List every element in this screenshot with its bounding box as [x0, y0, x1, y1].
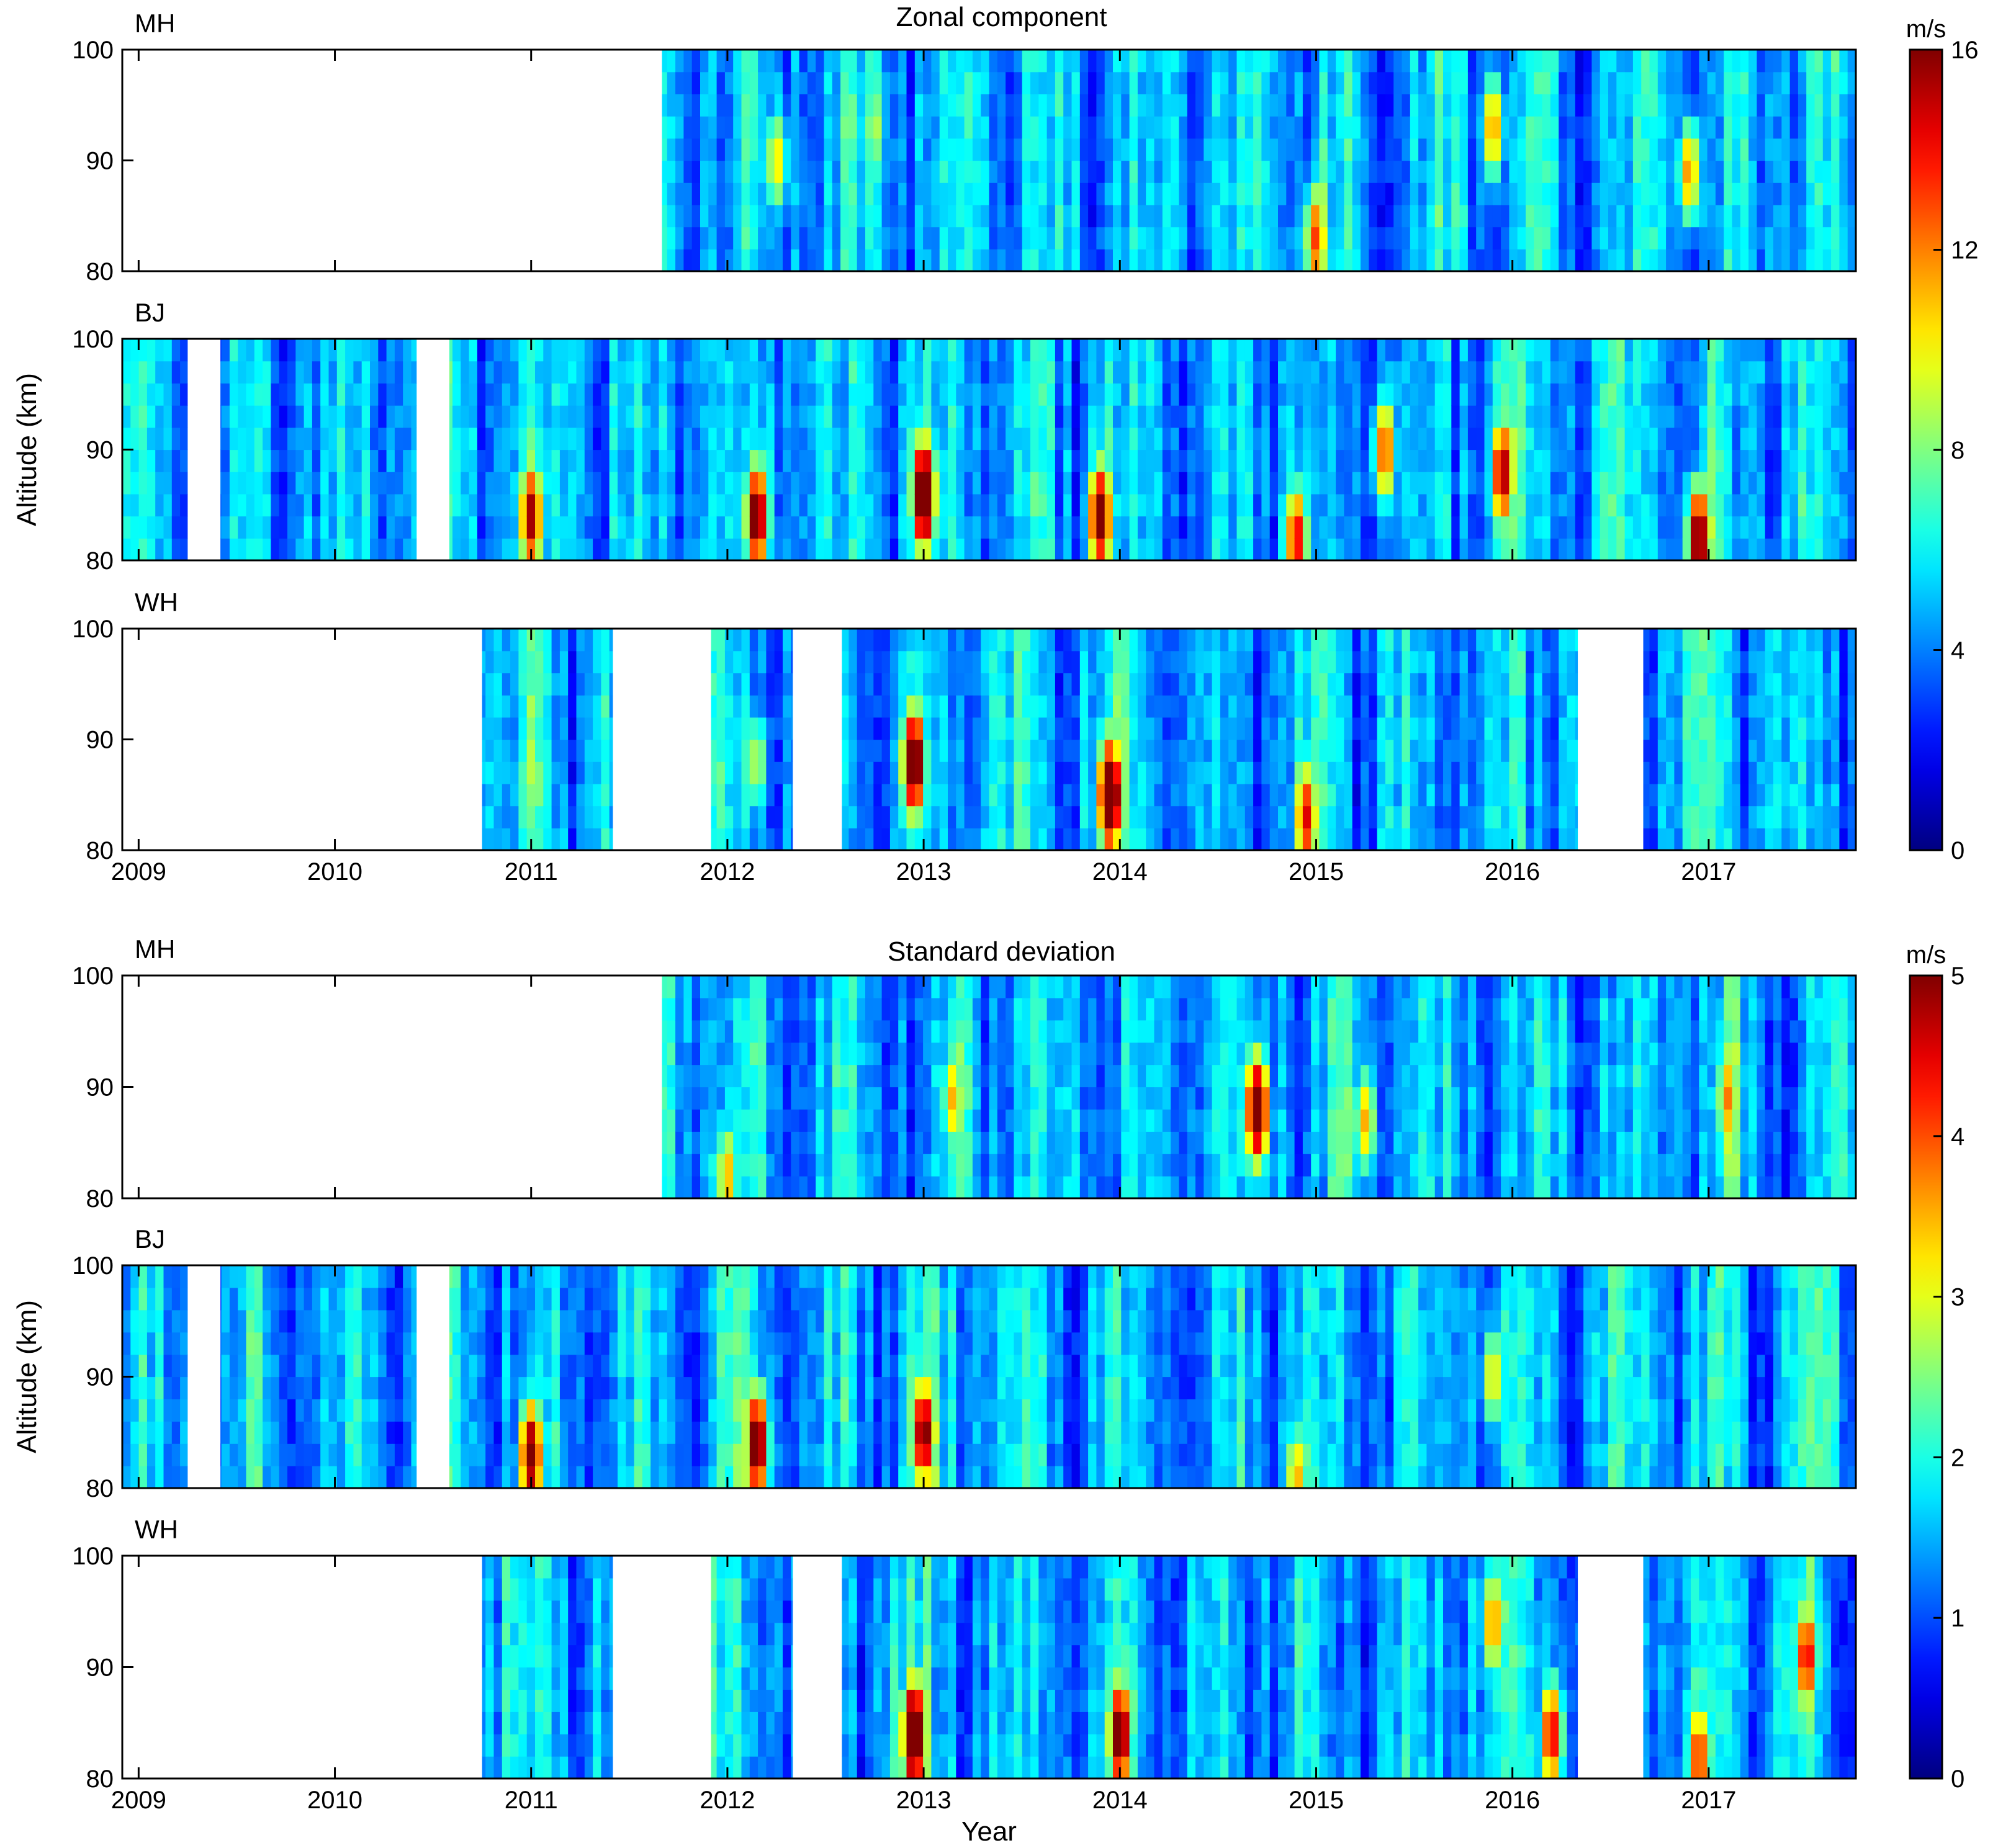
x-tick-label: 2014 — [1092, 858, 1148, 886]
x-tick-label: 2016 — [1485, 1787, 1540, 1814]
y-tick-label: 80 — [86, 547, 114, 575]
colorbar-tick-label: 12 — [1951, 237, 1979, 264]
colorbar-tick-label: 2 — [1951, 1444, 1964, 1471]
x-tick-label: 2010 — [307, 1787, 362, 1814]
y-tick-label: 80 — [86, 1475, 114, 1502]
y-tick-label: 90 — [86, 727, 114, 754]
colorbar-tick-label: 0 — [1951, 1765, 1964, 1793]
heatmap-field — [482, 1556, 1856, 1778]
station-label: BJ — [135, 298, 165, 327]
y-tick-label: 90 — [86, 1074, 114, 1101]
station-label: BJ — [135, 1224, 165, 1254]
heatmap-field — [662, 976, 1856, 1198]
x-tick-label: 2016 — [1485, 858, 1540, 886]
colorbar-unit: m/s — [1906, 16, 1946, 43]
heatmap-field — [662, 50, 1856, 271]
y-tick-label: 90 — [86, 148, 114, 175]
x-tick-label: 2015 — [1289, 1787, 1344, 1814]
y-tick-label: 80 — [86, 258, 114, 285]
y-tick-label: 80 — [86, 837, 114, 864]
x-tick-label: 2010 — [307, 858, 362, 886]
x-tick-label: 2012 — [700, 858, 755, 886]
colorbar-tick-label: 0 — [1951, 837, 1964, 864]
y-axis-title: Altitude (km) — [12, 1300, 42, 1453]
colorbar: m/s 0 1 2 3 4 5 — [1906, 941, 1964, 1793]
colorbar-scale — [1909, 974, 1943, 1780]
x-tick-label: 2009 — [111, 1787, 166, 1814]
panel-wh: WH 80 90 100 2009 2010 2011 2012 2013 2014 2015 201… — [72, 588, 1857, 886]
y-tick-label: 80 — [86, 1765, 114, 1793]
x-tick-label: 2014 — [1092, 1787, 1148, 1814]
chart-zonal-component: Zonal componentMH8090100BJ8090100WH80901… — [12, 2, 1979, 886]
heatmap-field — [122, 339, 1856, 560]
x-tick-label: 2013 — [896, 858, 952, 886]
y-tick-label: 90 — [86, 437, 114, 464]
panel-mh: MH 80 90 100 — [72, 9, 1857, 285]
colorbar-tick-label: 8 — [1951, 437, 1964, 464]
colorbar-unit: m/s — [1906, 941, 1946, 969]
y-tick-label: 100 — [72, 616, 114, 643]
x-tick-label: 2017 — [1681, 858, 1736, 886]
colorbar-tick-label: 4 — [1951, 1123, 1964, 1151]
panel-wh: WH 80 90 100 2009 2010 2011 2012 2013 2014 2015 201… — [72, 1515, 1857, 1814]
panel-mh: MH 80 90 100 — [72, 935, 1857, 1213]
x-tick-label: 2011 — [505, 858, 558, 886]
station-label: WH — [135, 588, 178, 617]
x-tick-label: 2015 — [1289, 858, 1344, 886]
colorbar: m/s 0 4 8 12 16 — [1906, 16, 1979, 864]
x-tick-label: 2017 — [1681, 1787, 1736, 1814]
x-axis-title: Year — [961, 1816, 1017, 1847]
x-tick-label: 2011 — [505, 1787, 558, 1814]
y-tick-label: 90 — [86, 1364, 114, 1391]
x-tick-label: 2009 — [111, 858, 166, 886]
heatmap-field — [482, 629, 1856, 850]
x-tick-label: 2013 — [896, 1787, 952, 1814]
colorbar-tick-label: 1 — [1951, 1605, 1964, 1632]
chart-standard-deviation: Standard deviation MH 80 90 100 BJ 80 90 100 WH 80… — [12, 935, 1964, 1847]
panel-bj: BJ 80 90 100 — [72, 1224, 1857, 1502]
y-tick-label: 100 — [72, 326, 114, 353]
station-label: WH — [135, 1515, 178, 1544]
panel-bj: BJ 80 90 100 — [72, 298, 1857, 575]
station-label: MH — [135, 935, 175, 964]
chart-title: Zonal component — [896, 2, 1107, 32]
colorbar-tick-label: 3 — [1951, 1284, 1964, 1311]
y-tick-label: 100 — [72, 1543, 114, 1570]
y-tick-label: 90 — [86, 1654, 114, 1682]
y-tick-label: 80 — [86, 1185, 114, 1213]
y-tick-label: 100 — [72, 962, 114, 990]
colorbar-tick-label: 5 — [1951, 962, 1964, 990]
station-label: MH — [135, 9, 175, 38]
x-tick-label: 2012 — [700, 1787, 755, 1814]
y-axis-title: Altitude (km) — [12, 373, 42, 526]
colorbar-tick-label: 4 — [1951, 637, 1964, 665]
y-tick-label: 100 — [72, 37, 114, 64]
colorbar-tick-label: 16 — [1951, 37, 1979, 64]
heatmap-field — [122, 1265, 1856, 1488]
chart-title: Standard deviation — [888, 936, 1115, 967]
y-tick-label: 100 — [72, 1252, 114, 1280]
